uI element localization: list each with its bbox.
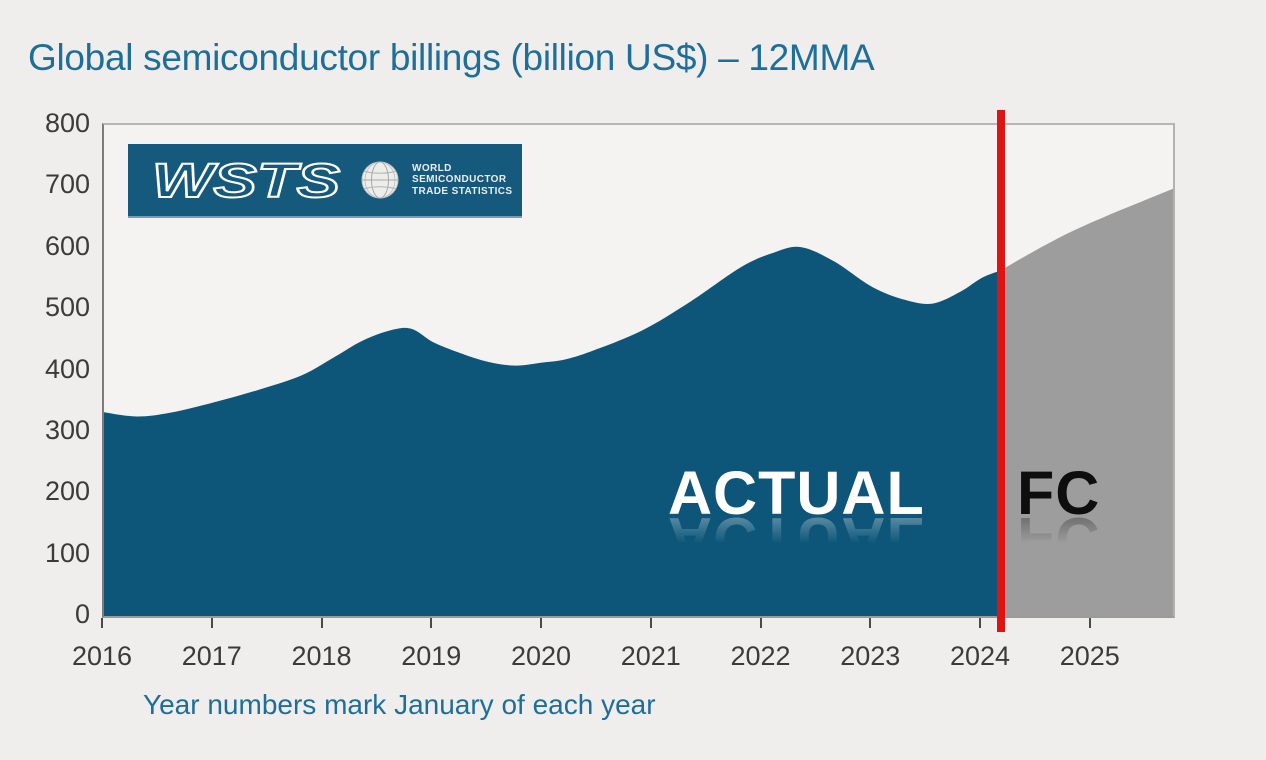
y-tick-label-0: 0	[74, 599, 90, 629]
forecast-label: FC	[1017, 459, 1101, 527]
y-tick-label-200: 200	[44, 476, 90, 507]
x-tick-mark-2023	[869, 618, 872, 628]
annotation-forecast: FC FC	[1017, 459, 1101, 574]
area-series-svg	[104, 188, 1173, 616]
wsts-org-line: TRADE STATISTICS	[412, 185, 513, 197]
x-tick-label-2025: 2025	[1059, 641, 1120, 671]
globe-icon	[361, 161, 399, 199]
x-tick-label-2022: 2022	[730, 641, 791, 671]
wsts-logo: WSTS WORLD SEMICONDUCTOR TRADE STATISTIC…	[128, 144, 522, 218]
x-tick-label-2018: 2018	[291, 641, 352, 671]
x-tick-label-2024: 2024	[949, 641, 1011, 671]
wsts-org-line: SEMICONDUCTOR	[412, 174, 507, 186]
wsts-wordmark: WSTS	[151, 154, 341, 209]
y-tick-label-400: 400	[44, 353, 90, 384]
x-tick-mark-2017	[210, 618, 213, 628]
y-tick-label-800: 800	[44, 108, 90, 138]
x-tick-label-2021: 2021	[620, 641, 681, 671]
forecast-label-reflection: FC	[1017, 505, 1101, 573]
y-tick-label-500: 500	[44, 292, 90, 323]
x-tick-label-2023: 2023	[840, 641, 901, 671]
x-tick-mark-2019	[430, 618, 433, 628]
forecast-area	[1000, 188, 1173, 616]
wsts-org-name: WORLD SEMICONDUCTOR TRADE STATISTICS	[412, 163, 512, 198]
actual-label: ACTUAL	[668, 459, 925, 527]
x-tick-mark-2016	[101, 618, 103, 628]
x-tick-mark-2024	[979, 618, 982, 628]
y-tick-label-100: 100	[44, 537, 90, 568]
x-tick-label-2016: 2016	[71, 641, 133, 671]
y-tick-label-300: 300	[44, 414, 90, 445]
x-tick-mark-2021	[649, 618, 652, 628]
x-tick-label-2017: 2017	[181, 641, 242, 671]
annotation-actual: ACTUAL ACTUAL	[668, 459, 925, 574]
wsts-org-line: WORLD	[412, 162, 452, 174]
chart-title: Global semiconductor billings (billion U…	[28, 37, 875, 78]
x-tick-label-2019: 2019	[401, 641, 462, 671]
x-tick-label-2020: 2020	[510, 641, 572, 671]
actual-area	[104, 246, 1001, 616]
x-tick-mark-2025	[1088, 618, 1091, 628]
y-tick-label-600: 600	[44, 230, 90, 261]
svg-text:WSTS: WSTS	[152, 155, 340, 208]
x-tick-mark-2020	[540, 618, 542, 628]
forecast-divider-line	[997, 110, 1005, 632]
actual-label-reflection: ACTUAL	[668, 505, 925, 573]
y-tick-label-700: 700	[44, 169, 90, 200]
x-axis-note: Year numbers mark January of each year	[143, 689, 656, 720]
plot-area: WSTS WORLD SEMICONDUCTOR TRADE STATISTIC…	[102, 123, 1175, 618]
x-tick-mark-2018	[320, 618, 323, 628]
x-tick-mark-2022	[759, 618, 762, 628]
